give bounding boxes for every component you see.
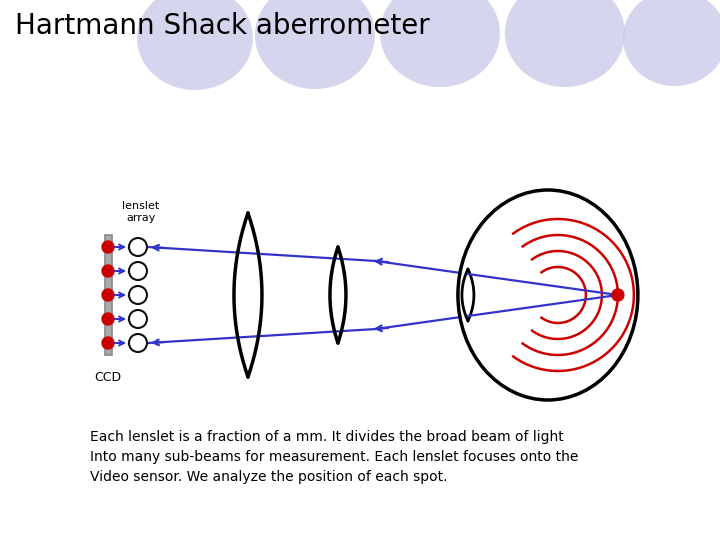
Circle shape [102,337,114,349]
Circle shape [612,289,624,301]
Circle shape [102,241,114,253]
Circle shape [102,289,114,301]
Ellipse shape [137,0,253,90]
Circle shape [129,286,147,304]
Text: Hartmann Shack aberrometer: Hartmann Shack aberrometer [15,12,430,40]
Bar [105,235,112,355]
Ellipse shape [255,0,375,89]
Circle shape [129,334,147,352]
Circle shape [102,313,114,325]
Ellipse shape [458,190,638,400]
Ellipse shape [505,0,625,87]
Circle shape [129,310,147,328]
Circle shape [129,238,147,256]
Circle shape [102,265,114,277]
Ellipse shape [623,0,720,86]
Text: Each lenslet is a fraction of a mm. It divides the broad beam of light
Into many: Each lenslet is a fraction of a mm. It d… [90,430,578,484]
Text: CCD: CCD [94,371,122,384]
Circle shape [129,262,147,280]
Text: lenslet
array: lenslet array [122,201,160,223]
Ellipse shape [380,0,500,87]
